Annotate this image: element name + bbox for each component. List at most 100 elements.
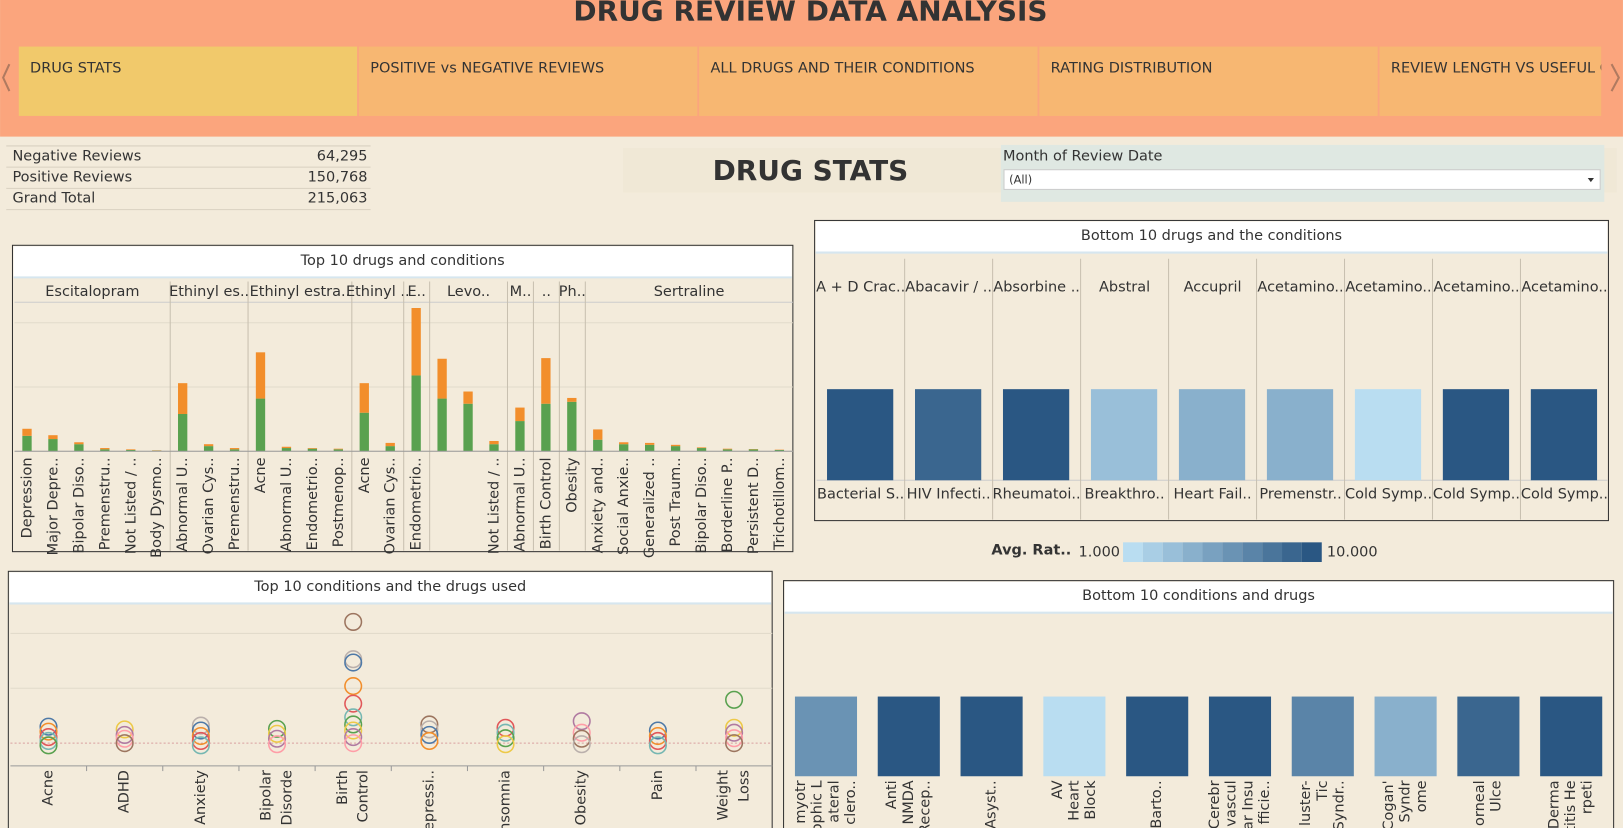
- drug-point: [496, 735, 515, 754]
- chart-title: Bottom 10 conditions and drugs: [1082, 588, 1315, 604]
- chart-title-bar: [9, 572, 772, 604]
- negative-bar: [281, 446, 292, 449]
- dropdown-arrow: [1587, 178, 1594, 183]
- condition-label: Depressi..: [421, 770, 437, 828]
- condition-label: ADHD: [117, 770, 133, 813]
- rating-bar: [1374, 696, 1437, 777]
- positive-bar: [670, 446, 681, 452]
- condition-label: Anxiety and..: [590, 457, 606, 553]
- drug-name: Acetamino..: [1433, 280, 1519, 296]
- negative-bar: [100, 448, 110, 450]
- condition-label: Birth: [335, 770, 351, 805]
- rating-bar: [877, 696, 940, 777]
- tab-label: RATING DISTRIBUTION: [1051, 60, 1213, 76]
- negative-bar: [515, 407, 525, 422]
- positive-bar: [203, 446, 214, 452]
- tab[interactable]: [18, 46, 358, 116]
- legend-step: [1282, 542, 1302, 563]
- rating-bar: [1530, 389, 1598, 481]
- positive-bar: [696, 448, 707, 452]
- drug-point: [496, 723, 515, 742]
- drug-point: [572, 729, 591, 748]
- condition-label: orneal: [1472, 780, 1488, 826]
- positive-bar: [411, 375, 421, 452]
- tab[interactable]: [699, 46, 1038, 116]
- condition-label: Social Anxie..: [616, 457, 632, 554]
- drug-point: [191, 731, 210, 751]
- condition-label: Endometrio..: [305, 457, 321, 550]
- condition-label: Cogan': [1381, 780, 1397, 828]
- legend-step: [1242, 542, 1263, 563]
- negative-bar: [307, 448, 318, 449]
- positive-bar: [489, 444, 499, 452]
- chart-frame: [783, 580, 1615, 828]
- chart-title-bar: [13, 246, 792, 278]
- rating-bar: [1266, 389, 1334, 481]
- condition-label: Borderline P..: [720, 457, 736, 552]
- drug-point: [344, 721, 363, 740]
- condition-label: Bacterial S..: [817, 487, 904, 503]
- legend-step: [1162, 542, 1183, 563]
- positive-bar: [515, 421, 525, 452]
- drug-point: [191, 736, 210, 755]
- negative-bar: [74, 442, 84, 445]
- positive-bar: [22, 435, 32, 452]
- positive-bar: [359, 412, 369, 452]
- negative-bar: [463, 391, 473, 404]
- condition-label: Birth Control: [538, 457, 554, 549]
- drug-point: [267, 729, 287, 748]
- condition-label: Block: [1083, 780, 1099, 820]
- negative-bar: [489, 440, 499, 445]
- row-label: Positive Reviews: [12, 170, 132, 186]
- chart-title: Top 10 conditions and the drugs used: [253, 579, 526, 595]
- condition-label: Loss: [736, 770, 752, 802]
- condition-label: Derma: [1547, 780, 1563, 828]
- condition-label: Heart: [1066, 780, 1082, 821]
- tab[interactable]: [358, 46, 698, 116]
- rating-bar: [1540, 696, 1603, 777]
- tab-next[interactable]: [1610, 63, 1620, 92]
- rating-bar: [1090, 389, 1158, 481]
- drug-name: A + D Crac..: [816, 280, 905, 296]
- positive-bar: [385, 446, 395, 452]
- chart-title-bar: [815, 221, 1608, 253]
- drug-point: [725, 723, 744, 742]
- tab-prev[interactable]: [2, 63, 11, 92]
- positive-bar: [178, 414, 188, 452]
- drug-point: [420, 731, 439, 751]
- rating-bar: [1442, 389, 1510, 481]
- drug-name: Ph..: [559, 284, 586, 300]
- condition-label: Ulce: [1489, 780, 1505, 812]
- rating-bar: [1354, 389, 1422, 481]
- drug-point: [344, 677, 363, 696]
- filter-dropdown[interactable]: [1003, 169, 1601, 190]
- drug-point: [39, 728, 58, 747]
- negative-bar: [593, 429, 603, 440]
- drug-point: [267, 724, 287, 743]
- positive-bar: [333, 449, 343, 452]
- tab[interactable]: [1379, 46, 1623, 116]
- rating-bar: [1457, 696, 1520, 777]
- condition-label: Syndr: [1398, 780, 1414, 822]
- condition-label: Bipolar: [259, 770, 275, 821]
- negative-bar: [229, 448, 240, 450]
- condition-label: Premenstru..: [227, 457, 243, 550]
- chart-title: Top 10 drugs and conditions: [300, 253, 505, 269]
- drug-point: [115, 729, 134, 748]
- tab-label: ALL DRUGS AND THEIR CONDITIONS: [710, 60, 974, 76]
- drug-point: [572, 712, 591, 731]
- chart-frame: [11, 244, 794, 553]
- tab[interactable]: [1039, 46, 1378, 116]
- condition-label: Postmenop..: [331, 457, 347, 547]
- drug-name: ..: [542, 284, 551, 300]
- rating-bar: [827, 389, 894, 481]
- rating-bar: [960, 696, 1023, 777]
- condition-label: Abnormal U..: [512, 457, 528, 551]
- condition-label: myotr: [793, 780, 809, 823]
- tab-label: DRUG STATS: [30, 60, 121, 76]
- condition-label: Obesity: [574, 770, 590, 826]
- positive-bar: [748, 449, 759, 452]
- condition-label: Not Listed / ..: [123, 457, 139, 554]
